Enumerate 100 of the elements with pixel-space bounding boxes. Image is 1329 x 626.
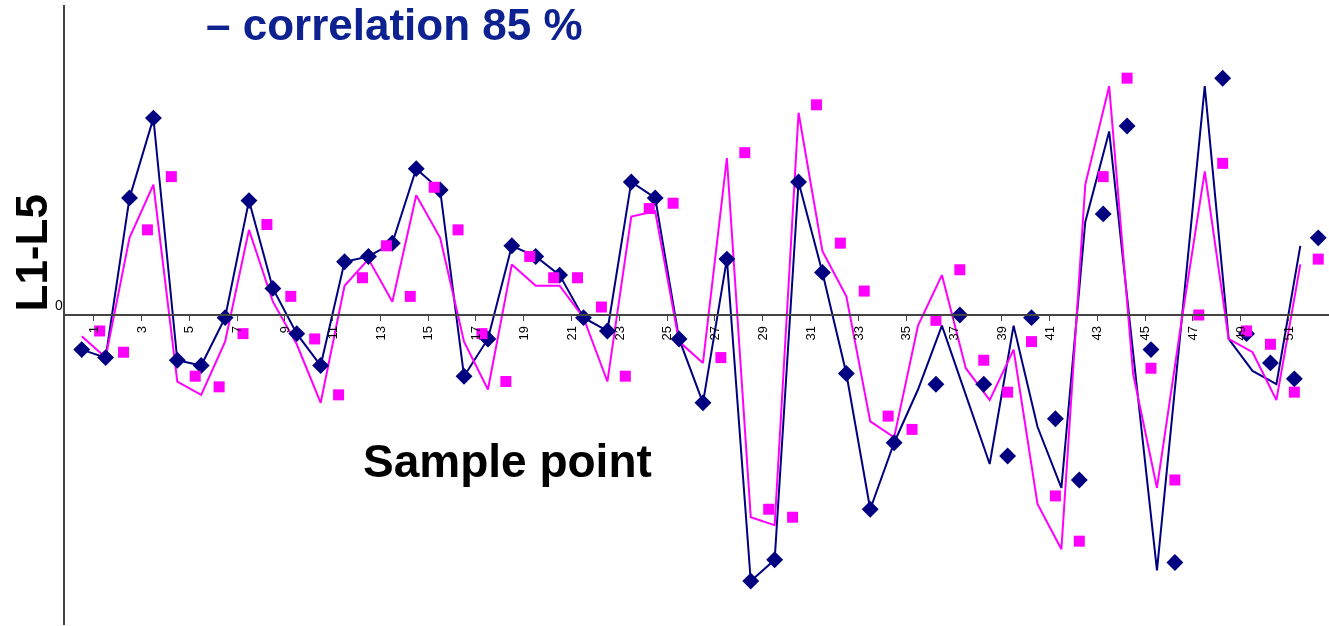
point — [312, 357, 330, 375]
point — [837, 365, 855, 382]
point — [1049, 490, 1061, 502]
x-tick-label: 7 — [229, 325, 245, 334]
point — [810, 99, 822, 111]
point — [288, 325, 306, 343]
point — [73, 341, 91, 359]
point — [1285, 370, 1303, 388]
x-tick-label: 47 — [1185, 325, 1201, 341]
chart-title: – correlation 85 % — [205, 0, 583, 50]
point — [1312, 253, 1324, 265]
point — [718, 250, 736, 268]
x-tick-label: 13 — [372, 325, 388, 341]
point — [165, 171, 177, 183]
point — [572, 272, 584, 284]
point — [1026, 336, 1038, 348]
point — [309, 333, 321, 345]
x-tick-label: 39 — [993, 325, 1009, 341]
point — [619, 370, 631, 382]
point — [766, 551, 784, 569]
x-tick-label: 5 — [181, 325, 197, 334]
x-tick-label: 41 — [1041, 325, 1057, 341]
x-tick-label: 17 — [468, 325, 484, 341]
point — [1118, 117, 1136, 135]
point — [333, 389, 345, 401]
point — [192, 357, 210, 375]
x-tick-label: 1 — [85, 325, 101, 334]
point — [975, 375, 993, 393]
point — [1097, 171, 1109, 183]
point — [1070, 471, 1088, 489]
x-tick-label: 31 — [802, 325, 818, 341]
point — [503, 237, 521, 255]
point — [500, 376, 512, 388]
point — [213, 381, 225, 393]
x-tick-label: 21 — [563, 325, 579, 341]
x-tick-label: 27 — [707, 325, 723, 341]
point — [1264, 338, 1276, 350]
point — [715, 352, 727, 364]
point — [97, 349, 115, 367]
x-tick-label: 43 — [1089, 325, 1105, 341]
x-tick-label: 19 — [515, 325, 531, 341]
point — [954, 264, 966, 276]
point — [813, 263, 831, 281]
point — [1121, 72, 1133, 84]
point — [360, 248, 377, 265]
point — [739, 147, 751, 159]
point — [742, 572, 760, 590]
x-tick-label: 29 — [754, 325, 770, 341]
point — [1073, 535, 1085, 547]
point — [407, 160, 425, 178]
point — [121, 189, 138, 207]
x-tick-label: 45 — [1137, 325, 1153, 341]
point — [1166, 554, 1184, 571]
x-tick-label: 9 — [277, 325, 293, 334]
x-tick-label: 23 — [611, 325, 627, 341]
point — [548, 272, 560, 284]
point — [1046, 410, 1064, 428]
y-axis-title: L1-L5 — [6, 194, 56, 312]
point — [261, 219, 273, 231]
point — [1145, 362, 1157, 374]
point — [168, 351, 186, 369]
text: 0 — [55, 297, 63, 313]
point — [1094, 205, 1112, 223]
point — [336, 253, 354, 271]
point — [694, 394, 712, 412]
point — [380, 240, 392, 252]
point — [595, 301, 607, 313]
point — [118, 346, 130, 358]
point — [189, 370, 201, 382]
point — [1169, 474, 1181, 486]
point — [240, 192, 258, 210]
point — [144, 109, 162, 127]
x-tick-label: 3 — [133, 325, 149, 334]
point — [861, 500, 879, 518]
point — [404, 290, 416, 302]
point — [1142, 341, 1160, 359]
point — [598, 322, 616, 340]
x-tick-label: 35 — [898, 325, 914, 341]
x-tick-label: 25 — [659, 325, 675, 341]
point — [1262, 354, 1279, 372]
point — [264, 279, 282, 297]
point — [978, 354, 990, 366]
x-tick-label: 37 — [946, 325, 962, 341]
x-axis-title: Sample point — [363, 435, 652, 487]
point — [452, 224, 464, 236]
point — [763, 503, 775, 515]
x-tick-label: 33 — [850, 325, 866, 341]
point — [927, 375, 945, 393]
point — [885, 434, 903, 452]
point — [1002, 386, 1014, 398]
x-tick-label: 49 — [1232, 325, 1248, 341]
point — [1309, 229, 1327, 247]
point — [646, 189, 664, 207]
point — [643, 203, 655, 215]
point — [428, 181, 440, 193]
point — [1217, 157, 1229, 169]
point — [858, 285, 870, 297]
point — [524, 250, 536, 262]
point — [356, 272, 368, 284]
point — [787, 511, 799, 523]
